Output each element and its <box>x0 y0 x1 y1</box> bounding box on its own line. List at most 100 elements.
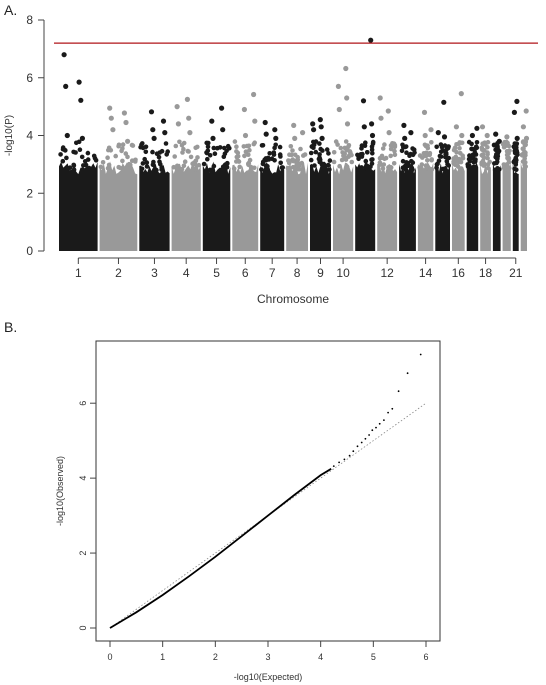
snp-point <box>286 160 292 166</box>
snp-point <box>312 163 317 168</box>
snp-point <box>512 166 517 172</box>
snp-point <box>501 165 507 170</box>
snp-point <box>222 145 227 151</box>
tail-point <box>397 390 400 393</box>
chromosome-21 <box>511 98 520 251</box>
snp-point <box>234 154 240 160</box>
snp-point <box>85 157 91 162</box>
snp-point <box>434 165 439 171</box>
snp-point <box>399 148 405 154</box>
snp-point-top <box>160 118 167 124</box>
snp-point <box>139 166 145 172</box>
x-tick-label: 18 <box>479 266 493 280</box>
snp-point <box>380 166 386 171</box>
snp-point-top <box>76 79 82 85</box>
snp-point <box>119 148 124 154</box>
snp-point <box>181 146 186 152</box>
snp-point <box>473 165 478 170</box>
y-axis-label: -log10(P) <box>4 115 15 156</box>
snp-point <box>501 162 507 167</box>
snp-point <box>440 166 446 172</box>
snp-point <box>400 165 406 170</box>
y-tick-label: 0 <box>26 244 33 258</box>
snp-point <box>204 150 209 155</box>
snp-point <box>278 160 284 166</box>
snp-point <box>311 145 316 150</box>
snp-point <box>391 161 397 166</box>
x-tick-label: 21 <box>509 266 523 280</box>
chromosome-1 <box>58 52 99 251</box>
snp-point <box>505 155 511 160</box>
snp-point <box>156 154 162 160</box>
tail-point <box>391 407 394 410</box>
snp-point <box>388 153 394 159</box>
snp-point <box>246 152 251 157</box>
snp-point <box>173 143 179 149</box>
snp-point <box>369 161 375 166</box>
y-tick-label: 6 <box>26 71 33 85</box>
snp-point <box>195 155 200 160</box>
plot-frame <box>95 340 441 642</box>
chromosome-3 <box>138 109 170 251</box>
snp-point <box>342 151 348 157</box>
snp-point <box>365 150 370 155</box>
snp-point <box>157 159 162 164</box>
snp-point <box>181 163 187 169</box>
snp-point <box>139 142 144 147</box>
x-tick-label: 2 <box>115 266 122 280</box>
snp-point <box>295 157 301 163</box>
snp-point <box>369 147 375 153</box>
snp-point <box>133 159 138 164</box>
snp-point <box>308 157 314 163</box>
snp-point <box>451 147 457 153</box>
snp-point-top <box>318 124 324 130</box>
snp-point <box>288 144 294 149</box>
snp-point <box>337 163 342 169</box>
snp-point <box>298 146 303 152</box>
snp-point <box>77 147 83 152</box>
snp-point-top <box>79 135 85 141</box>
tail-point <box>338 461 340 464</box>
chromosome-bulk <box>466 161 479 251</box>
snp-point-top <box>63 83 69 89</box>
snp-point <box>389 142 395 147</box>
snp-point <box>454 142 459 147</box>
snp-point-top <box>162 130 168 136</box>
x-tick-label: 0 <box>107 652 112 662</box>
tail-point <box>383 419 385 421</box>
snp-point <box>458 140 464 146</box>
snp-point <box>234 144 239 149</box>
snp-point <box>370 157 375 162</box>
snp-point <box>434 144 440 150</box>
snp-point <box>494 152 499 157</box>
snp-point <box>296 167 302 172</box>
snp-point <box>443 152 448 157</box>
snp-point <box>86 165 92 171</box>
snp-point-top <box>151 135 157 141</box>
chromosome-bulk <box>59 161 98 251</box>
x-tick-label: 9 <box>317 266 324 280</box>
snp-point <box>363 164 369 170</box>
snp-point <box>193 145 198 151</box>
snp-point <box>320 148 325 153</box>
x-tick-label: 16 <box>452 266 466 280</box>
snp-point <box>91 153 97 159</box>
snp-point-top <box>441 99 447 105</box>
snp-point <box>523 160 528 165</box>
snp-point <box>492 161 497 166</box>
x-axis-label: Chromosome <box>257 292 329 306</box>
snp-point <box>211 163 217 169</box>
snp-point-top <box>378 115 384 121</box>
snp-point <box>231 166 237 171</box>
snp-point-top <box>251 91 257 98</box>
chromosome-17 <box>465 125 480 251</box>
snp-point <box>120 158 125 164</box>
snp-point <box>346 144 351 149</box>
chromosome-bulk <box>202 161 231 251</box>
snp-point <box>324 147 330 152</box>
x-tick-label: 12 <box>380 266 394 280</box>
snp-point <box>452 162 458 167</box>
snp-point <box>190 161 195 166</box>
snp-point <box>439 144 445 150</box>
x-tick-label: 3 <box>265 652 270 662</box>
